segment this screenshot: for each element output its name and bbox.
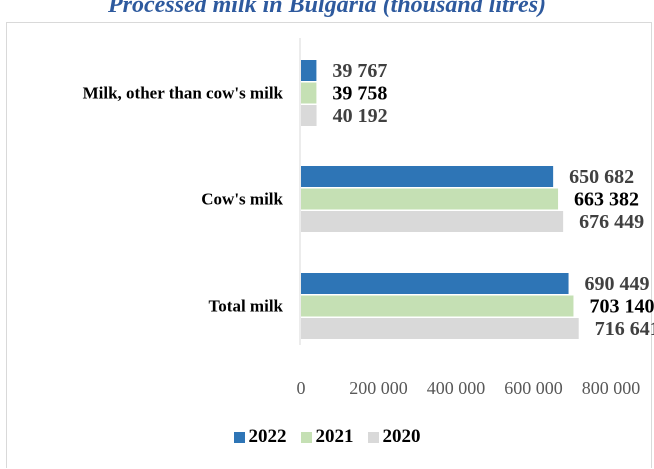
data-label-2022: 690 449 (585, 273, 650, 295)
chart-frame (6, 22, 652, 468)
bar-2021 (301, 295, 574, 317)
data-label-2020: 40 192 (333, 105, 388, 127)
x-tick-label: 0 (297, 378, 306, 398)
bar-2022 (301, 60, 317, 81)
bar-2021 (301, 82, 317, 104)
data-label-2022: 650 682 (569, 166, 634, 188)
category-label: Cow's milk (201, 190, 283, 209)
bar-2020 (301, 105, 317, 126)
x-tick-label: 200 000 (349, 378, 408, 398)
bar-2020 (301, 318, 579, 339)
data-label-2021: 39 758 (332, 83, 387, 105)
legend-swatch-2022 (233, 431, 245, 443)
bar-2022 (301, 273, 569, 294)
legend-item-2022: 2022 (233, 426, 287, 448)
data-label-2022: 39 767 (332, 60, 387, 82)
legend: 2022 2021 2020 (0, 426, 654, 448)
x-tick-label: 800 000 (582, 378, 641, 398)
chart-title: Processed milk in Bulgaria (thousand lit… (107, 0, 547, 18)
legend-label-2021: 2021 (315, 426, 354, 447)
data-label-2020: 676 449 (579, 211, 644, 233)
legend-item-2020: 2020 (367, 426, 421, 448)
legend-label-2020: 2020 (382, 426, 421, 447)
legend-item-2021: 2021 (300, 426, 354, 448)
data-label-2020: 716 641 (595, 318, 654, 340)
x-tick-label: 600 000 (504, 378, 563, 398)
bar-2022 (301, 166, 554, 187)
data-label-2021: 663 382 (574, 189, 639, 211)
bar-2021 (301, 188, 559, 210)
data-label-2021: 703 140 (589, 296, 654, 318)
x-tick-label: 400 000 (427, 378, 486, 398)
category-label: Milk, other than cow's milk (83, 84, 284, 103)
category-label: Total milk (209, 297, 284, 316)
legend-swatch-2021 (300, 431, 312, 443)
legend-label-2022: 2022 (248, 426, 287, 447)
legend-swatch-2020 (367, 431, 379, 443)
bar-2020 (301, 211, 564, 232)
